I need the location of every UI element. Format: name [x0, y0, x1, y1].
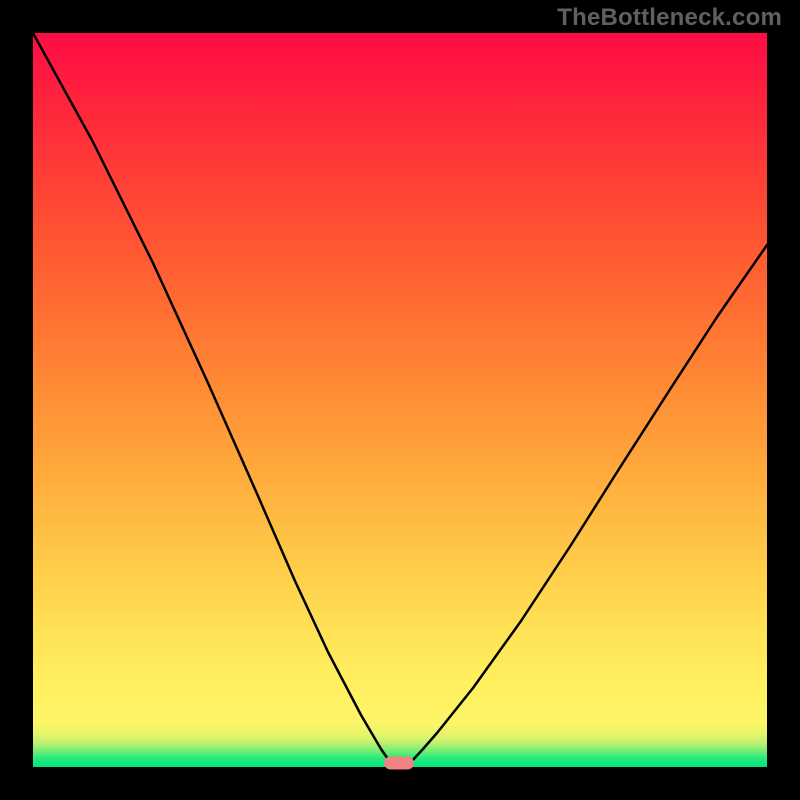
watermark-text: TheBottleneck.com	[557, 4, 782, 32]
plot-area	[33, 33, 767, 767]
bottleneck-curve	[33, 33, 767, 767]
optimal-point-marker	[384, 756, 414, 769]
chart-container: TheBottleneck.com	[0, 0, 800, 800]
